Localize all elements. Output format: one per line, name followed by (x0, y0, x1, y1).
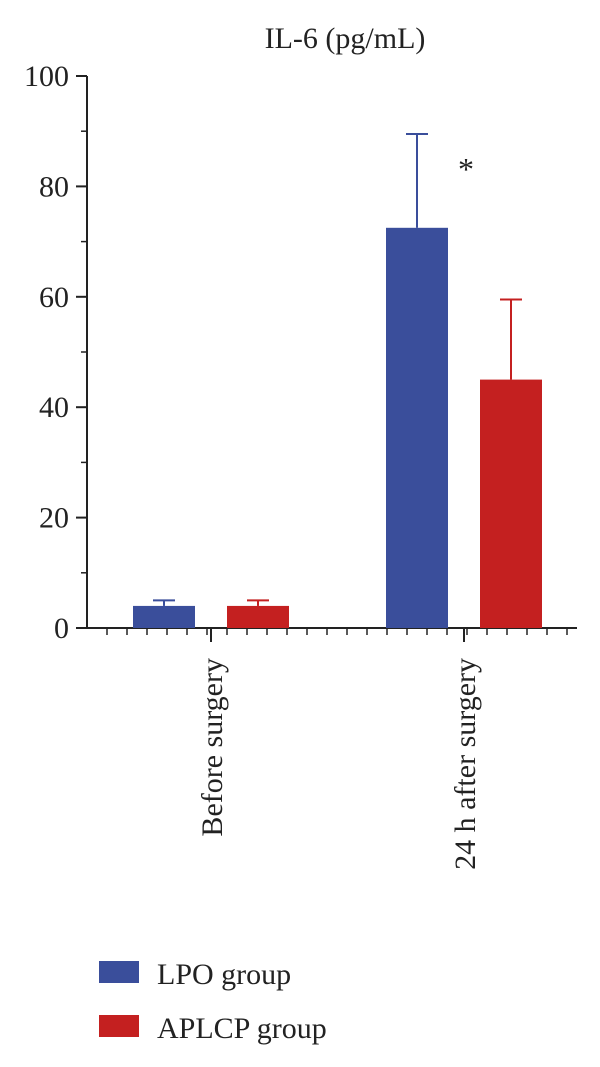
bar (133, 605, 195, 628)
y-tick-label: 100 (24, 60, 69, 93)
axes: 0 20 40 60 80 100 Before surgery 24 h after sur… (24, 60, 577, 870)
legend-label: LPO group (157, 958, 291, 991)
bars (133, 227, 542, 629)
chart-title: IL-6 (pg/mL) (265, 22, 426, 55)
legend-label: APLCP group (157, 1012, 327, 1045)
error-bars (153, 132, 522, 606)
y-tick-label: 20 (39, 502, 69, 535)
y-tick-label: 60 (39, 281, 69, 314)
legend-swatch (99, 1015, 139, 1037)
y-tick-label: 80 (39, 170, 69, 203)
legend-swatch (99, 961, 139, 983)
bar (480, 379, 542, 628)
x-category-label: 24 h after surgery (449, 658, 482, 870)
bar (227, 605, 289, 628)
annotations: * (458, 151, 474, 187)
y-tick-label: 40 (39, 391, 69, 424)
significance-marker: * (458, 151, 474, 187)
x-category-label: Before surgery (196, 658, 229, 837)
y-tick-label: 0 (54, 612, 69, 645)
bar (386, 227, 448, 629)
legend: LPO group APLCP group (99, 958, 327, 1045)
